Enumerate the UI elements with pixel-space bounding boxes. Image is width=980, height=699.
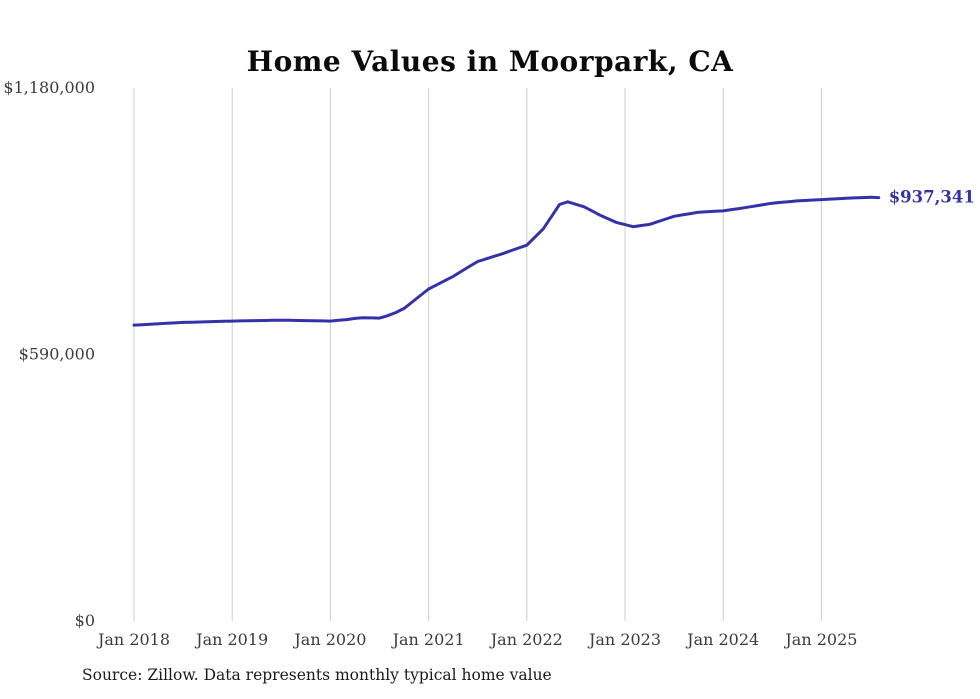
source-note: Source: Zillow. Data represents monthly … [82,666,552,684]
x-axis-label: Jan 2024 [685,630,759,649]
y-axis-label: $1,180,000 [3,78,95,97]
x-axis-label: Jan 2022 [489,630,563,649]
chart-title: Home Values in Moorpark, CA [246,44,734,78]
value-line [132,195,881,327]
x-axis-label: Jan 2018 [96,630,170,649]
x-axis-label: Jan 2025 [783,630,857,649]
y-axis-label: $590,000 [19,345,95,364]
current-value-label: $937,341 [889,188,975,207]
y-axis-label: $0 [75,611,95,630]
x-axis-label: Jan 2020 [292,630,366,649]
x-axis-label: Jan 2021 [391,630,465,649]
x-axis-label: Jan 2019 [194,630,268,649]
x-axis-label: Jan 2023 [587,630,661,649]
